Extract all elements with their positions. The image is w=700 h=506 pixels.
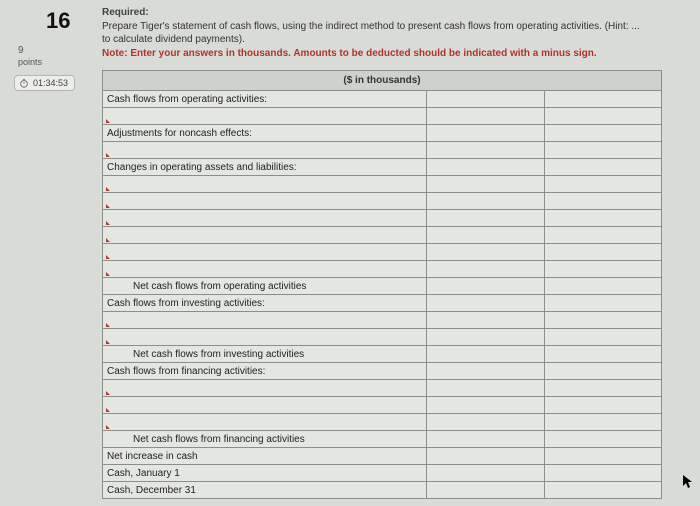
cell[interactable] — [544, 448, 661, 465]
input-row[interactable] — [103, 397, 427, 414]
cell[interactable] — [544, 295, 661, 312]
input-row[interactable] — [103, 193, 427, 210]
timer-icon — [19, 78, 29, 88]
cell[interactable] — [427, 363, 544, 380]
table-header: ($ in thousands) — [103, 71, 662, 91]
cell[interactable] — [427, 431, 544, 448]
cell[interactable] — [544, 193, 661, 210]
cell[interactable] — [427, 142, 544, 159]
cell[interactable] — [427, 244, 544, 261]
cell[interactable] — [544, 397, 661, 414]
cell[interactable] — [544, 261, 661, 278]
required-label: Required: — [102, 7, 149, 18]
cell[interactable] — [427, 380, 544, 397]
cell[interactable] — [544, 329, 661, 346]
row-cash-dec31: Cash, December 31 — [103, 482, 427, 499]
cell[interactable] — [544, 312, 661, 329]
timer-value: 01:34:53 — [33, 78, 68, 88]
row-net-op: Net cash flows from operating activities — [103, 278, 427, 295]
prompt-line1: Prepare Tiger's statement of cash flows,… — [102, 21, 640, 32]
input-row[interactable] — [103, 227, 427, 244]
cell[interactable] — [427, 91, 544, 108]
cell[interactable] — [427, 465, 544, 482]
cell[interactable] — [544, 244, 661, 261]
row-op-header: Cash flows from operating activities: — [103, 91, 427, 108]
cashflow-table: ($ in thousands) Cash flows from operati… — [102, 70, 662, 499]
input-row[interactable] — [103, 261, 427, 278]
cell[interactable] — [427, 125, 544, 142]
input-row[interactable] — [103, 329, 427, 346]
cell[interactable] — [427, 346, 544, 363]
cell[interactable] — [427, 414, 544, 431]
cell[interactable] — [544, 142, 661, 159]
prompt-line2: to calculate dividend payments). — [102, 34, 245, 45]
cell[interactable] — [544, 363, 661, 380]
cell[interactable] — [427, 159, 544, 176]
input-row[interactable] — [103, 176, 427, 193]
sub-number: 9 — [18, 44, 102, 57]
cell[interactable] — [544, 108, 661, 125]
cell[interactable] — [427, 210, 544, 227]
row-net-inv: Net cash flows from investing activities — [103, 346, 427, 363]
cell[interactable] — [427, 312, 544, 329]
input-row[interactable] — [103, 142, 427, 159]
input-row[interactable] — [103, 380, 427, 397]
cell[interactable] — [544, 176, 661, 193]
cell[interactable] — [544, 482, 661, 499]
row-cash-jan1: Cash, January 1 — [103, 465, 427, 482]
input-row[interactable] — [103, 210, 427, 227]
cell[interactable] — [544, 431, 661, 448]
cell[interactable] — [544, 465, 661, 482]
cell[interactable] — [544, 346, 661, 363]
row-net-fin: Net cash flows from financing activities — [103, 431, 427, 448]
cell[interactable] — [544, 159, 661, 176]
cell[interactable] — [544, 380, 661, 397]
timer-box: 01:34:53 — [14, 75, 75, 91]
cell[interactable] — [427, 176, 544, 193]
input-row[interactable] — [103, 312, 427, 329]
row-adjustments: Adjustments for noncash effects: — [103, 125, 427, 142]
cell[interactable] — [544, 91, 661, 108]
cell[interactable] — [427, 329, 544, 346]
cell[interactable] — [427, 448, 544, 465]
cell[interactable] — [544, 278, 661, 295]
input-row[interactable] — [103, 108, 427, 125]
row-fin-header: Cash flows from financing activities: — [103, 363, 427, 380]
row-inv-header: Cash flows from investing activities: — [103, 295, 427, 312]
prompt-block: Required: Prepare Tiger's statement of c… — [102, 6, 688, 60]
prompt-note: Note: Enter your answers in thousands. A… — [102, 48, 597, 59]
cell[interactable] — [427, 193, 544, 210]
cell[interactable] — [427, 261, 544, 278]
row-changes: Changes in operating assets and liabilit… — [103, 159, 427, 176]
cell[interactable] — [427, 108, 544, 125]
cell[interactable] — [427, 227, 544, 244]
cell[interactable] — [544, 227, 661, 244]
points-label: points — [18, 57, 102, 69]
cell[interactable] — [544, 414, 661, 431]
input-row[interactable] — [103, 414, 427, 431]
question-number: 16 — [12, 8, 102, 44]
cell[interactable] — [427, 482, 544, 499]
input-row[interactable] — [103, 244, 427, 261]
cell[interactable] — [427, 295, 544, 312]
row-net-increase: Net increase in cash — [103, 448, 427, 465]
cell[interactable] — [544, 125, 661, 142]
cell[interactable] — [427, 397, 544, 414]
cell[interactable] — [427, 278, 544, 295]
mouse-cursor-icon — [682, 474, 694, 490]
cell[interactable] — [544, 210, 661, 227]
